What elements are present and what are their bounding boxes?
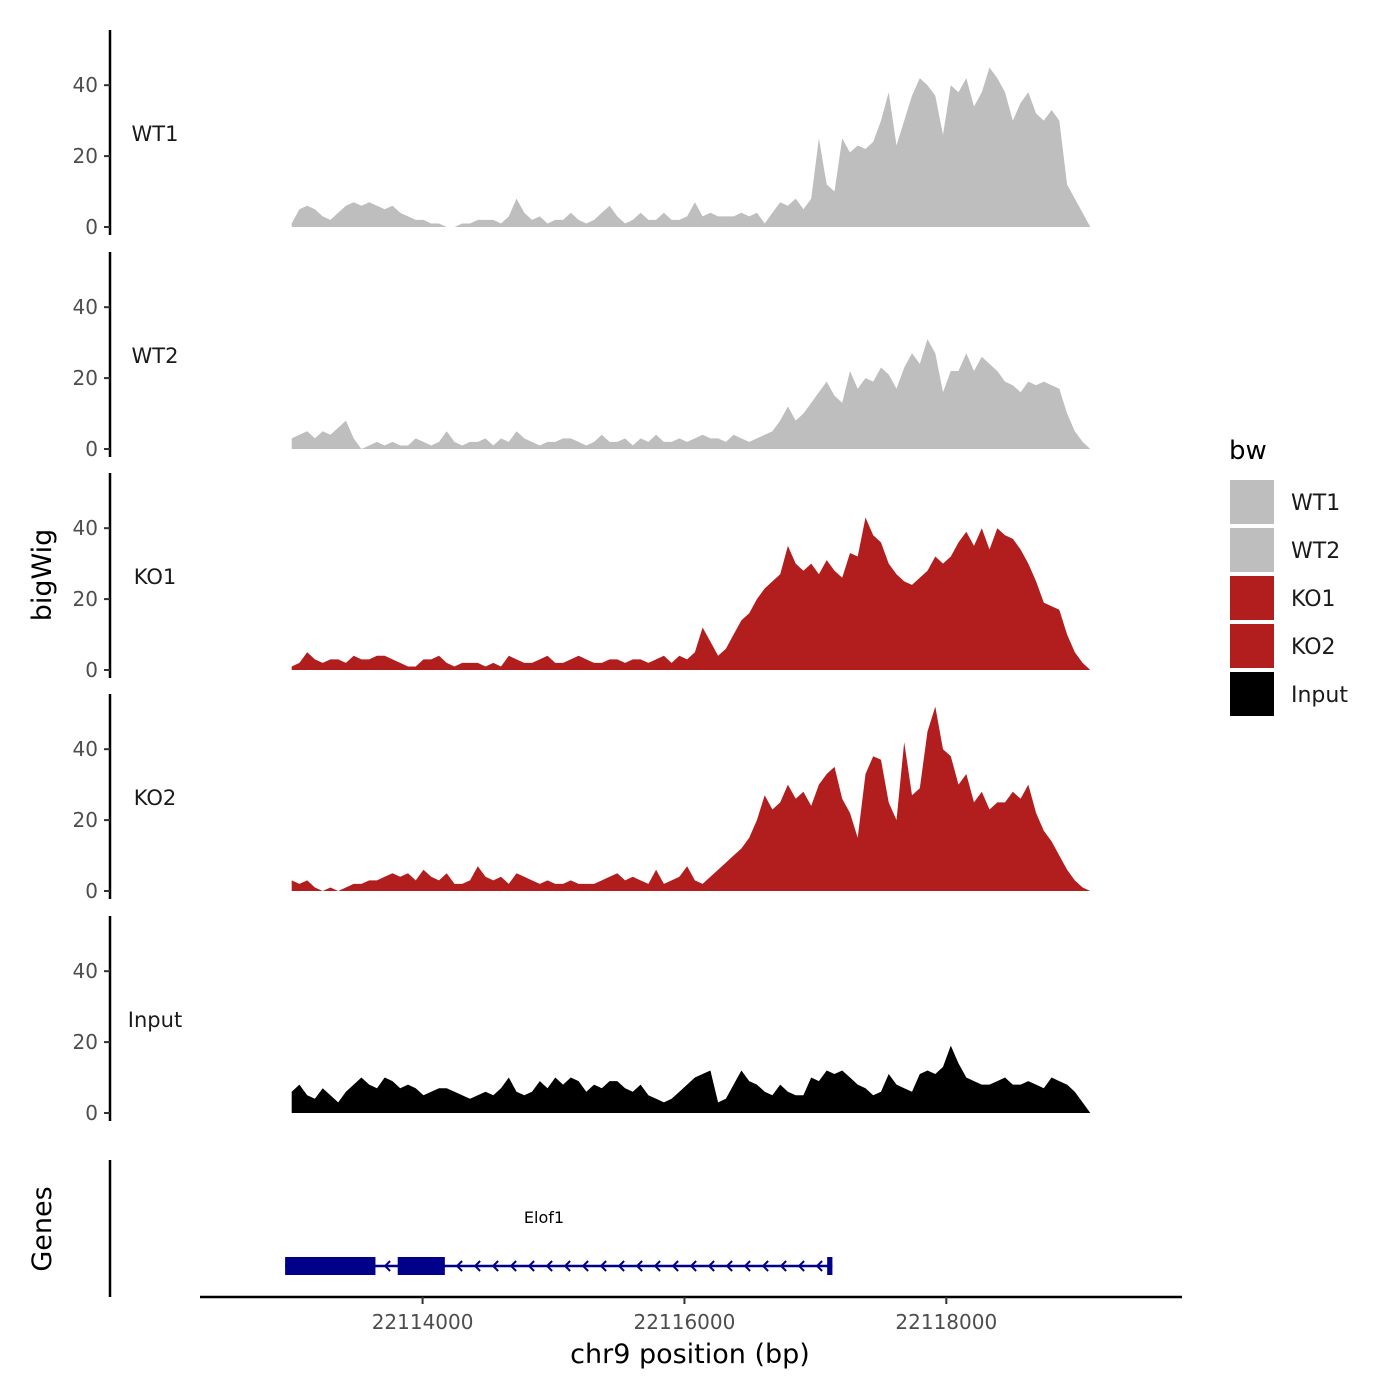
area-wt1	[291, 67, 1091, 227]
track-label: WT1	[132, 122, 179, 146]
strand-chevron	[509, 1260, 517, 1272]
y-tick-label: 20	[73, 587, 98, 611]
y-tick-label: 40	[73, 516, 98, 540]
legend-label-wt1: WT1	[1291, 491, 1340, 516]
x-tick-label: 22116000	[634, 1310, 736, 1334]
strand-chevron	[779, 1260, 787, 1272]
signal-tracks: 0 20 40 WT1 0 20 40 WT2 0 20 40 KO1 0 20 40 KO2 0 20 40 Inp…	[73, 30, 1091, 1125]
y-tick-label: 20	[73, 366, 98, 390]
gene-panel: Elof1	[108, 1160, 833, 1297]
strand-chevron	[653, 1260, 661, 1272]
strand-chevron	[761, 1260, 769, 1272]
strand-chevron	[545, 1260, 553, 1272]
y-axis-title: bigWig	[27, 529, 58, 622]
gene-name-label: Elof1	[524, 1208, 564, 1227]
area-ko2	[291, 706, 1091, 891]
track-label: KO2	[134, 786, 177, 810]
y-tick-label: 40	[73, 295, 98, 319]
strand-chevron	[455, 1260, 463, 1272]
y-tick-label: 20	[73, 1030, 98, 1054]
strand-chevron	[527, 1260, 535, 1272]
genes-track-title: Genes	[27, 1186, 58, 1271]
y-tick-label: 0	[85, 215, 98, 239]
track-input: 0 20 40 Input	[73, 916, 1091, 1125]
track-label: Input	[128, 1008, 182, 1032]
strand-chevron	[689, 1260, 697, 1272]
strand-chevron	[491, 1260, 499, 1272]
legend-swatch-wt2	[1230, 528, 1274, 572]
legend: bw WT1 WT2 KO1 KO2 Input	[1229, 436, 1348, 716]
x-tick-label: 22118000	[895, 1310, 997, 1334]
strand-chevron	[581, 1260, 589, 1272]
track-ko1: 0 20 40 KO1	[73, 473, 1091, 682]
y-tick-label: 40	[73, 737, 98, 761]
track-wt2: 0 20 40 WT2	[73, 252, 1091, 461]
x-axis: 22114000 22116000 22118000	[200, 1295, 1182, 1334]
strand-chevron	[473, 1260, 481, 1272]
gene-elof1: Elof1	[285, 1208, 833, 1275]
strand-chevron	[617, 1260, 625, 1272]
y-tick-label: 0	[85, 437, 98, 461]
y-tick-label: 0	[85, 658, 98, 682]
y-tick-label: 20	[73, 808, 98, 832]
legend-label-ko1: KO1	[1291, 587, 1336, 612]
strand-chevron	[707, 1260, 715, 1272]
strand-chevron	[725, 1260, 733, 1272]
track-wt1: 0 20 40 WT1	[73, 30, 1091, 239]
legend-swatch-input	[1230, 672, 1274, 716]
strand-chevron	[635, 1260, 643, 1272]
legend-swatch-wt1	[1230, 480, 1274, 524]
track-ko2: 0 20 40 KO2	[73, 694, 1091, 903]
area-input	[291, 1045, 1091, 1113]
y-tick-label: 20	[73, 144, 98, 168]
y-tick-label: 0	[85, 1101, 98, 1125]
x-axis-title: chr9 position (bp)	[570, 1339, 810, 1370]
y-tick-label: 40	[73, 73, 98, 97]
strand-chevron	[599, 1260, 607, 1272]
track-label: WT2	[132, 344, 179, 368]
legend-label-input: Input	[1291, 683, 1348, 708]
strand-chevron	[743, 1260, 751, 1272]
area-ko1	[291, 517, 1091, 670]
area-wt2	[291, 339, 1091, 449]
gene-exon	[827, 1257, 833, 1275]
legend-title: bw	[1229, 436, 1267, 466]
y-tick-label: 0	[85, 879, 98, 903]
legend-label-ko2: KO2	[1291, 635, 1336, 660]
y-tick-label: 40	[73, 959, 98, 983]
strand-chevron	[383, 1260, 391, 1272]
legend-swatch-ko2	[1230, 624, 1274, 668]
strand-chevron	[797, 1260, 805, 1272]
x-tick-label: 22114000	[372, 1310, 474, 1334]
gene-exon	[397, 1257, 445, 1275]
strand-chevron	[671, 1260, 679, 1272]
track-label: KO1	[134, 565, 177, 589]
legend-swatch-ko1	[1230, 576, 1274, 620]
strand-chevron	[563, 1260, 571, 1272]
gene-exon	[285, 1257, 376, 1275]
strand-chevron	[815, 1260, 823, 1272]
legend-label-wt2: WT2	[1291, 539, 1340, 564]
